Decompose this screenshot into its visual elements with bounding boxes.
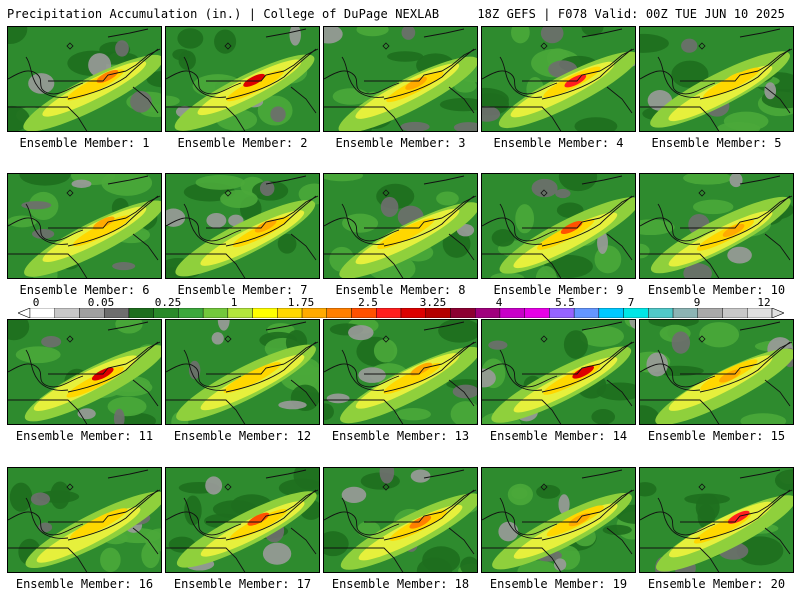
colorbar-tick-label: 1	[230, 296, 238, 309]
precip-map	[639, 26, 794, 132]
ensemble-panel: Ensemble Member: 14	[481, 319, 636, 457]
ensemble-panel: Ensemble Member: 19	[481, 467, 636, 605]
ensemble-member-label: Ensemble Member: 4	[493, 136, 624, 150]
precip-map	[481, 173, 636, 279]
ensemble-member-label: Ensemble Member: 5	[651, 136, 782, 150]
colorbar-labels: 0 0.05 0.25 1 1.75 2.5 3.25 4 5.5 7 9 12	[0, 296, 800, 309]
ensemble-panel: Ensemble Member: 4	[481, 26, 636, 164]
precip-map	[481, 467, 636, 573]
colorbar-tick-label: 5.5	[555, 296, 575, 309]
colorbar-tick-label: 4	[495, 296, 503, 309]
ensemble-panel: Ensemble Member: 8	[323, 173, 478, 311]
ensemble-member-label: Ensemble Member: 14	[489, 429, 628, 443]
ensemble-panel: Ensemble Member: 16	[7, 467, 162, 605]
precip-map	[323, 467, 478, 573]
ensemble-panel: Ensemble Member: 10	[639, 173, 794, 311]
ensemble-member-label: Ensemble Member: 3	[335, 136, 466, 150]
precip-map	[323, 319, 478, 425]
ensemble-member-label: Ensemble Member: 20	[647, 577, 786, 591]
precip-map	[165, 319, 320, 425]
precip-map	[7, 467, 162, 573]
colorbar-bar	[18, 308, 784, 318]
ensemble-member-label: Ensemble Member: 9	[493, 283, 624, 297]
ensemble-member-label: Ensemble Member: 15	[647, 429, 786, 443]
ensemble-member-label: Ensemble Member: 6	[19, 283, 150, 297]
precip-map	[165, 173, 320, 279]
precip-map	[481, 26, 636, 132]
colorbar-tick-label: 0.05	[87, 296, 115, 309]
ensemble-panel: Ensemble Member: 5	[639, 26, 794, 164]
precip-map	[639, 467, 794, 573]
ensemble-member-label: Ensemble Member: 12	[173, 429, 312, 443]
precip-map	[7, 26, 162, 132]
ensemble-panel: Ensemble Member: 11	[7, 319, 162, 457]
page-title: Precipitation Accumulation (in.) | Colle…	[7, 7, 440, 21]
ensemble-panel: Ensemble Member: 17	[165, 467, 320, 605]
colorbar-legend: 0 0.05 0.25 1 1.75 2.5 3.25 4 5.5 7 9 12	[0, 296, 800, 318]
ensemble-member-label: Ensemble Member: 13	[331, 429, 470, 443]
ensemble-member-label: Ensemble Member: 18	[331, 577, 470, 591]
precip-map	[639, 319, 794, 425]
ensemble-member-label: Ensemble Member: 7	[177, 283, 308, 297]
ensemble-panel: Ensemble Member: 9	[481, 173, 636, 311]
ensemble-panel: Ensemble Member: 12	[165, 319, 320, 457]
ensemble-member-label: Ensemble Member: 19	[489, 577, 628, 591]
ensemble-panel: Ensemble Member: 6	[7, 173, 162, 311]
ensemble-member-label: Ensemble Member: 1	[19, 136, 150, 150]
colorbar-tick-label: 7	[627, 296, 635, 309]
ensemble-member-label: Ensemble Member: 11	[15, 429, 154, 443]
ensemble-panel: Ensemble Member: 7	[165, 173, 320, 311]
colorbar-tick-label: 0	[32, 296, 40, 309]
ensemble-member-label: Ensemble Member: 2	[177, 136, 308, 150]
ensemble-panel: Ensemble Member: 15	[639, 319, 794, 457]
ensemble-panel: Ensemble Member: 2	[165, 26, 320, 164]
colorbar-tick-label: 3.25	[419, 296, 447, 309]
header: Precipitation Accumulation (in.) | Colle…	[0, 0, 800, 24]
precip-map	[323, 26, 478, 132]
colorbar-tick-label: 12	[757, 296, 771, 309]
precip-map	[165, 26, 320, 132]
ensemble-panel: Ensemble Member: 20	[639, 467, 794, 605]
ensemble-panel: Ensemble Member: 13	[323, 319, 478, 457]
model-run-info: 18Z GEFS | F078 Valid: 00Z TUE JUN 10 20…	[477, 7, 785, 21]
ensemble-member-label: Ensemble Member: 10	[647, 283, 786, 297]
precip-map	[639, 173, 794, 279]
precip-map	[481, 319, 636, 425]
precip-map	[323, 173, 478, 279]
ensemble-panel: Ensemble Member: 18	[323, 467, 478, 605]
precip-map	[7, 319, 162, 425]
ensemble-member-label: Ensemble Member: 8	[335, 283, 466, 297]
precip-map	[165, 467, 320, 573]
ensemble-panel: Ensemble Member: 3	[323, 26, 478, 164]
colorbar-tick-label: 0.25	[154, 296, 182, 309]
colorbar-tick-label: 1.75	[287, 296, 315, 309]
colorbar-tick-label: 9	[693, 296, 701, 309]
colorbar-tick-label: 2.5	[358, 296, 378, 309]
precip-map	[7, 173, 162, 279]
ensemble-member-label: Ensemble Member: 17	[173, 577, 312, 591]
ensemble-member-label: Ensemble Member: 16	[15, 577, 154, 591]
ensemble-panel: Ensemble Member: 1	[7, 26, 162, 164]
